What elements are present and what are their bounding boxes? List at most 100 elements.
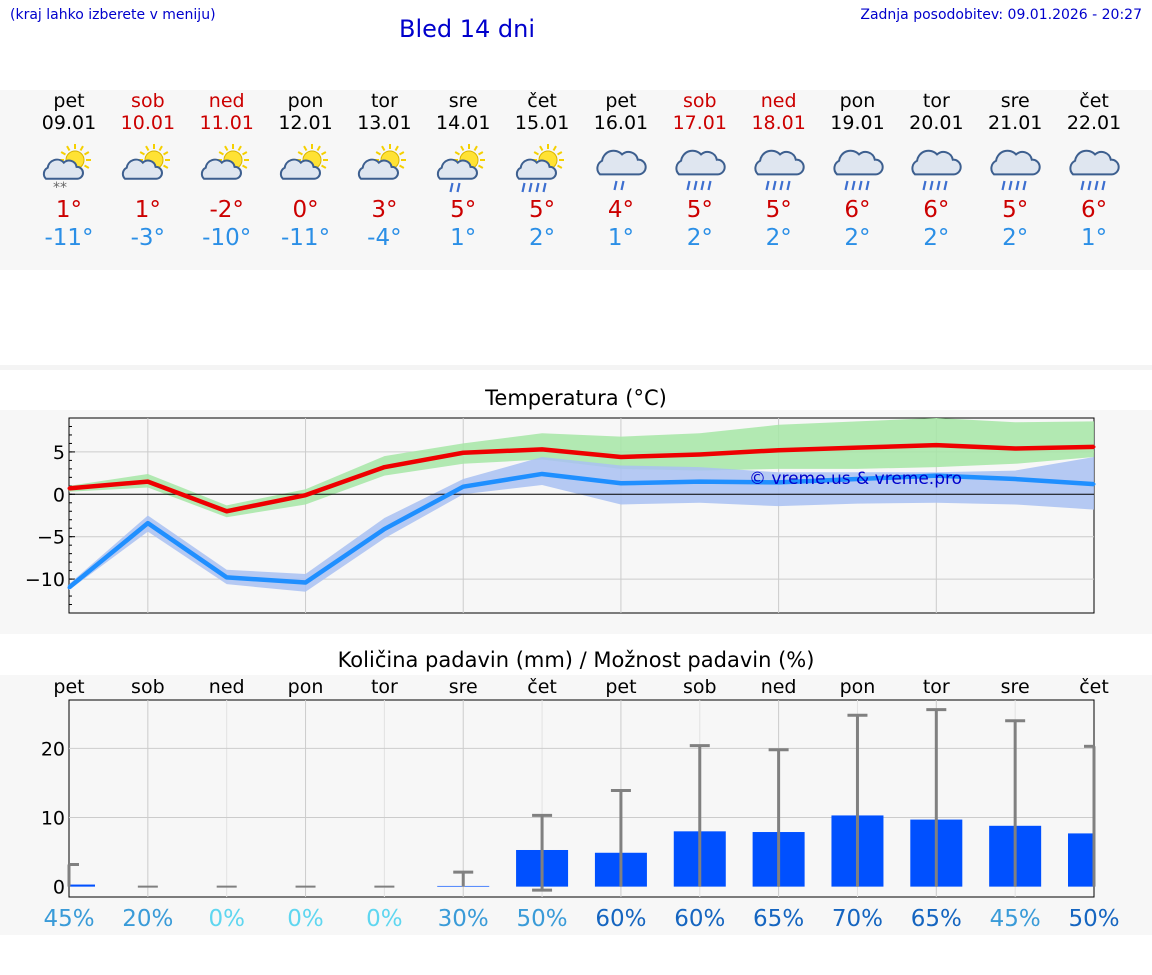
max-temperature: 4° — [607, 197, 634, 223]
sun-cloud-snow-icon: ** — [42, 144, 91, 196]
precipitation-probability: 0% — [287, 906, 324, 932]
max-temperature: 6° — [844, 197, 871, 223]
max-temperature-line — [68, 442, 1095, 514]
day-forecast: pon 12.01 0° -11° — [266, 90, 346, 252]
day-forecast: sob 17.01 5° 2° — [660, 90, 740, 252]
day-name: sre — [448, 90, 478, 112]
cloud-rain-icon — [754, 149, 805, 191]
temperature-y-tick-label: 0 — [53, 484, 65, 506]
min-temperature-point — [855, 477, 859, 481]
precipitation-probability: 0% — [366, 906, 403, 932]
precipitation-x-label: sob — [131, 676, 165, 698]
day-name: čet — [1079, 90, 1109, 112]
day-name: čet — [527, 90, 557, 112]
min-temperature: 2° — [1002, 225, 1029, 251]
sun-cloud-rain-icon — [515, 144, 565, 193]
min-temperature: 2° — [844, 225, 871, 251]
max-temperature: 6° — [923, 197, 950, 223]
max-temperature-point — [67, 486, 71, 490]
day-forecast: pon 19.01 6° 2° — [818, 90, 898, 252]
precipitation-x-label: čet — [1079, 676, 1109, 698]
max-temperature-point — [540, 447, 544, 451]
day-date: 13.01 — [357, 112, 412, 134]
precipitation-x-label: pon — [840, 676, 876, 698]
day-date: 20.01 — [909, 112, 964, 134]
sun-cloud-icon — [121, 144, 170, 180]
cloud-light-rain-icon — [596, 149, 647, 191]
sun-cloud-icon — [200, 144, 249, 180]
precipitation-x-label: sre — [1001, 676, 1030, 698]
day-date: 12.01 — [278, 112, 333, 134]
max-temperature-band — [69, 418, 1094, 518]
precipitation-x-label: pon — [288, 676, 324, 698]
day-date: 19.01 — [830, 112, 885, 134]
precipitation-x-label: pet — [605, 676, 636, 698]
sun-cloud-light-rain-icon — [437, 144, 486, 193]
min-temperature: 2° — [923, 225, 950, 251]
min-temperature: 2° — [529, 225, 556, 251]
min-temperature: -4° — [367, 225, 402, 251]
day-name: tor — [922, 90, 950, 112]
watermark: © vreme.us & vreme.pro — [749, 469, 962, 489]
min-temperature: -11° — [281, 225, 331, 251]
min-temperature-line — [67, 471, 1095, 590]
forecast-strip: pet 09.01 ** 1° -11° sob 10.01 1° -3° ned 11.01 -2°… — [0, 90, 1152, 270]
cloud-rain-icon — [675, 149, 726, 191]
precipitation-probability: 65% — [753, 906, 804, 932]
max-temperature-point — [698, 452, 702, 456]
min-temperature-band — [69, 457, 1094, 592]
max-temperature: 6° — [1080, 197, 1108, 223]
min-temperature-point — [619, 481, 623, 485]
day-date: 16.01 — [593, 112, 649, 134]
section-divider — [0, 365, 1152, 370]
last-update: Zadnja posodobitev: 09.01.2026 - 20:27 — [860, 7, 1142, 23]
day-name: tor — [370, 90, 398, 112]
day-forecast: ned 11.01 -2° -10° — [187, 90, 267, 252]
day-date: 21.01 — [987, 112, 1043, 134]
day-name: sob — [683, 90, 717, 112]
precipitation-y-tick-label: 10 — [41, 808, 65, 830]
precipitation-probability: 60% — [595, 906, 646, 932]
page-title: Bled 14 dni — [399, 15, 536, 43]
precipitation-x-label: ned — [761, 676, 797, 698]
day-date: 15.01 — [514, 112, 570, 134]
precipitation-probability: 70% — [832, 906, 883, 932]
day-forecast: sob 10.01 1° -3° — [108, 90, 188, 252]
cloud-rain-icon — [911, 149, 963, 191]
precipitation-probability: 20% — [122, 906, 173, 932]
menu-hint: (kraj lahko izberete v meniju) — [10, 7, 216, 23]
min-temperature: 1° — [450, 225, 477, 251]
day-forecast: sre 14.01 5° 1° — [423, 90, 503, 252]
svg-text:**: ** — [53, 180, 67, 196]
min-temperature-point — [540, 472, 544, 476]
day-date: 11.01 — [199, 112, 254, 134]
max-temperature: 0° — [292, 197, 319, 223]
min-temperature-point — [461, 485, 465, 489]
max-temperature-point — [304, 493, 308, 497]
max-temperature: 5° — [450, 197, 477, 223]
min-temperature-point — [146, 521, 150, 525]
precipitation-chart-title: Količina padavin (mm) / Možnost padavin … — [337, 648, 815, 672]
min-temperature-point — [1092, 482, 1096, 486]
precipitation-probability: 0% — [208, 906, 245, 932]
temperature-chart-title: Temperatura (°C) — [485, 386, 667, 410]
day-forecast: tor 20.01 6° 2° — [896, 90, 976, 252]
min-temperature: 1° — [607, 225, 634, 251]
max-temperature-point — [382, 465, 386, 469]
precipitation-x-label: pet — [53, 676, 84, 698]
day-forecast: čet 15.01 5° 2° — [502, 90, 582, 252]
precipitation-x-label: čet — [527, 676, 557, 698]
day-name: pon — [287, 90, 324, 112]
day-name: pet — [53, 90, 85, 112]
precipitation-y-tick-label: 0 — [53, 877, 65, 899]
cloud-rain-icon — [990, 149, 1041, 191]
precipitation-bar — [69, 884, 95, 887]
min-temperature-point — [698, 480, 702, 484]
min-temperature: -10° — [202, 225, 252, 251]
precipitation-probability: 65% — [911, 906, 962, 932]
precipitation-bar — [1068, 833, 1094, 887]
cloud-rain-icon — [832, 149, 884, 191]
day-forecast: pet 09.01 ** 1° -11° — [29, 90, 109, 252]
day-forecast: tor 13.01 3° -4° — [344, 90, 424, 252]
